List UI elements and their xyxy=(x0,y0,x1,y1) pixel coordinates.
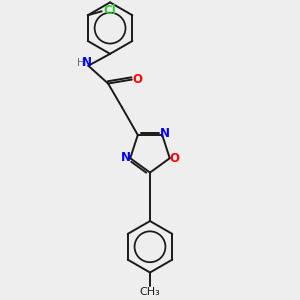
Text: CH₃: CH₃ xyxy=(140,287,160,297)
Text: Cl: Cl xyxy=(103,4,116,17)
Text: N: N xyxy=(121,151,131,164)
Text: O: O xyxy=(170,152,180,165)
Text: N: N xyxy=(82,56,92,69)
Text: N: N xyxy=(160,128,170,140)
Text: H: H xyxy=(76,58,84,68)
Text: O: O xyxy=(133,73,143,86)
